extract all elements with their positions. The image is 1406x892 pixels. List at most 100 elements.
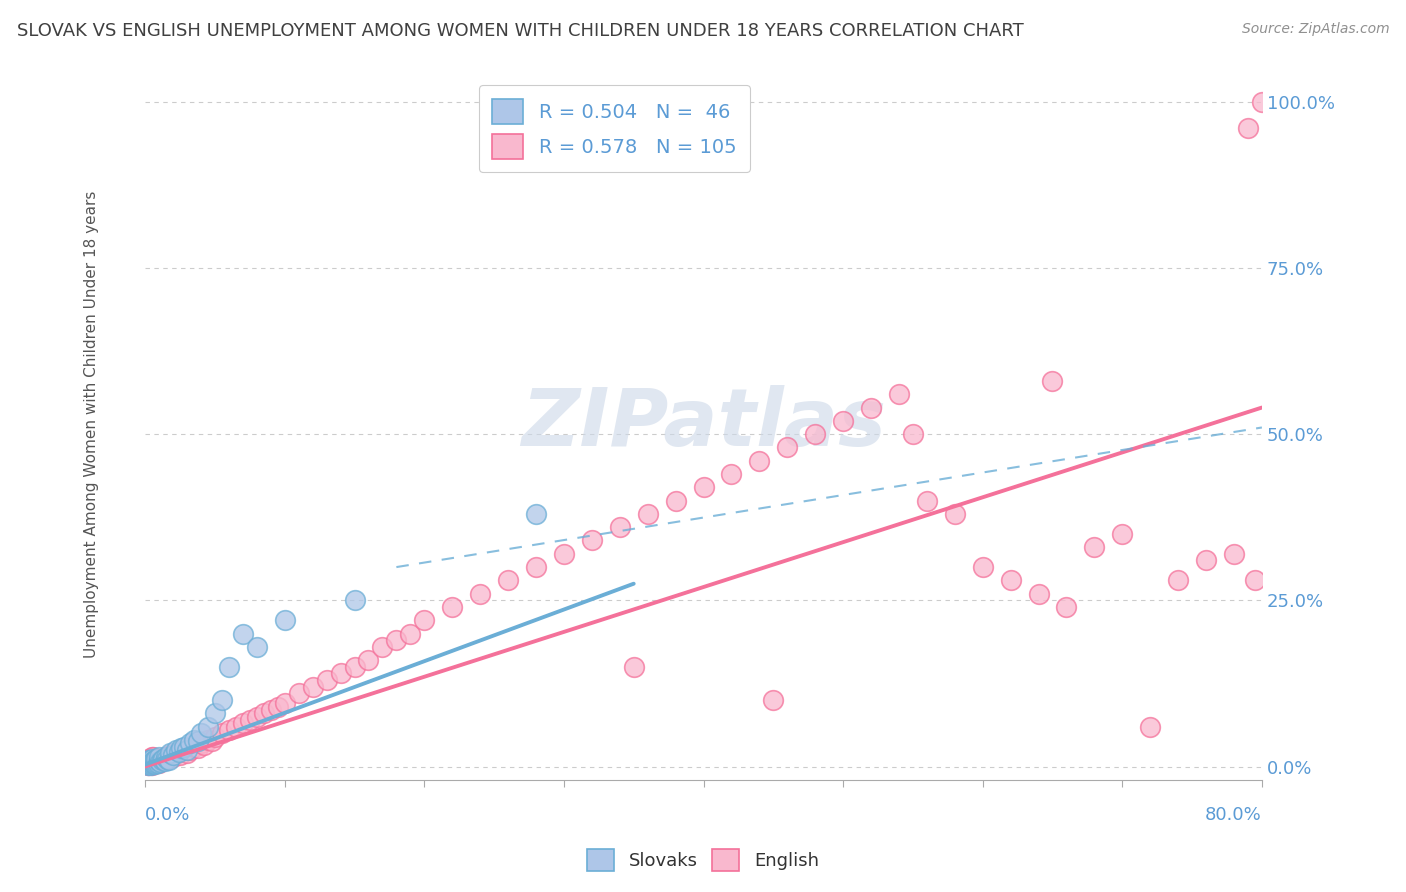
Point (141, 749, 163, 764)
Point (860, 401, 883, 415)
Point (159, 747, 181, 762)
Point (157, 749, 180, 764)
Point (413, 613, 436, 627)
Point (1223, 547, 1246, 561)
Point (441, 599, 464, 614)
Point (253, 706, 276, 721)
Point (138, 757, 160, 772)
Point (152, 751, 174, 765)
Point (148, 753, 170, 767)
Point (1195, 553, 1218, 567)
Point (267, 699, 290, 714)
Point (167, 745, 190, 759)
Point (139, 756, 162, 770)
Point (399, 626, 422, 640)
Point (149, 754, 172, 768)
Point (232, 716, 254, 731)
Point (187, 740, 209, 755)
Point (1042, 374, 1064, 388)
Point (343, 593, 366, 607)
Point (218, 660, 240, 674)
Point (149, 755, 172, 769)
Point (260, 703, 283, 717)
Point (169, 747, 191, 762)
Point (155, 749, 177, 764)
Point (211, 693, 233, 707)
Point (148, 754, 170, 768)
Point (139, 756, 162, 771)
Point (204, 730, 226, 744)
Text: ZIPatlas: ZIPatlas (522, 385, 886, 463)
Point (141, 756, 163, 771)
Point (141, 755, 163, 769)
Point (581, 533, 603, 548)
Point (832, 414, 855, 428)
Point (138, 751, 160, 765)
Point (664, 493, 686, 508)
Point (142, 754, 165, 768)
Point (553, 547, 575, 561)
Point (972, 560, 994, 574)
Point (143, 756, 166, 771)
Point (179, 743, 201, 757)
Text: Source: ZipAtlas.com: Source: ZipAtlas.com (1241, 22, 1389, 37)
Point (162, 747, 184, 762)
Point (287, 686, 309, 700)
Point (145, 751, 167, 765)
Point (197, 720, 219, 734)
Point (692, 480, 714, 494)
Point (142, 756, 165, 771)
Point (943, 507, 966, 521)
Point (136, 754, 159, 768)
Point (246, 640, 269, 654)
Point (159, 746, 181, 760)
Point (1237, 121, 1260, 136)
Point (524, 507, 547, 521)
Point (141, 757, 163, 772)
Point (142, 756, 165, 771)
Point (187, 734, 209, 748)
Point (246, 709, 269, 723)
Legend: R = 0.504   N =  46, R = 0.578   N = 105: R = 0.504 N = 46, R = 0.578 N = 105 (478, 86, 751, 172)
Point (135, 756, 157, 770)
Point (145, 756, 167, 770)
Point (146, 756, 169, 770)
Point (1000, 574, 1022, 588)
Point (143, 753, 166, 767)
Point (218, 723, 240, 737)
Point (136, 757, 159, 772)
Point (225, 720, 247, 734)
Point (357, 653, 380, 667)
Point (141, 751, 163, 765)
Point (915, 493, 938, 508)
Point (887, 387, 910, 401)
Point (153, 749, 176, 764)
Point (157, 753, 180, 767)
Point (139, 758, 162, 772)
Text: Unemployment Among Women with Children Under 18 years: Unemployment Among Women with Children U… (84, 191, 98, 657)
Point (190, 726, 212, 740)
Point (623, 660, 645, 674)
Point (146, 754, 169, 768)
Point (136, 756, 159, 771)
Point (141, 753, 163, 767)
Point (139, 751, 162, 765)
Point (201, 734, 224, 748)
Point (211, 726, 233, 740)
Point (165, 743, 187, 757)
Point (153, 754, 176, 768)
Point (1167, 574, 1189, 588)
Point (145, 751, 167, 765)
Point (1083, 540, 1105, 554)
Point (138, 753, 160, 767)
Point (176, 746, 198, 760)
Point (141, 756, 163, 770)
Point (145, 756, 167, 771)
Text: 0.0%: 0.0% (145, 806, 190, 824)
Point (183, 733, 205, 747)
Point (776, 441, 799, 455)
Point (239, 713, 262, 727)
Point (148, 749, 170, 764)
Point (135, 754, 157, 768)
Point (176, 743, 198, 757)
